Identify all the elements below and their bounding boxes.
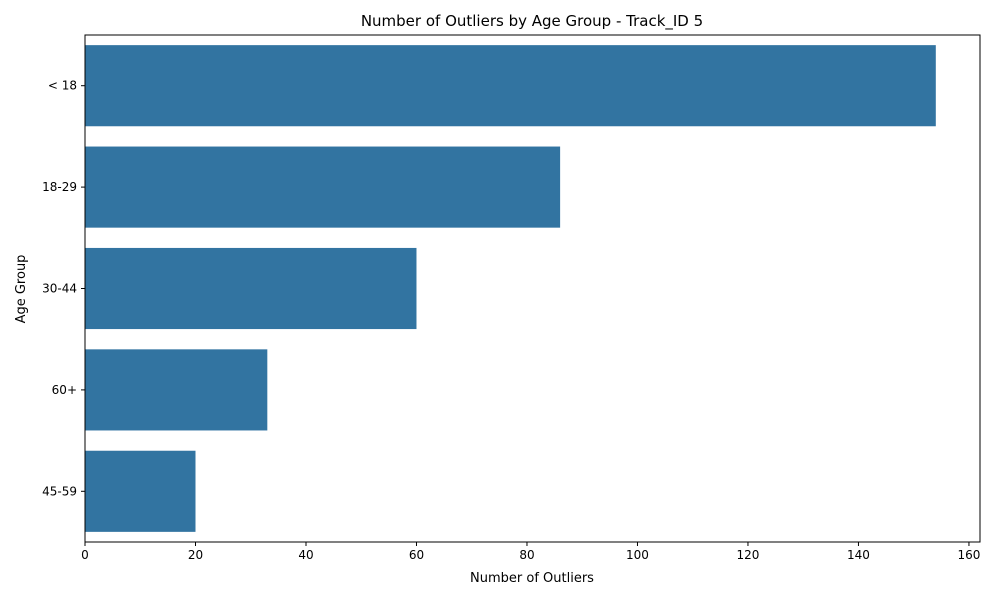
bar-18-29 — [85, 146, 561, 228]
bars-layer — [85, 45, 936, 532]
x-tick-label: 60 — [409, 548, 424, 562]
y-tick-label: 30-44 — [42, 282, 77, 296]
bar-45-59 — [85, 450, 196, 532]
chart-title: Number of Outliers by Age Group - Track_… — [361, 12, 703, 31]
y-tick-label: 60+ — [52, 383, 77, 397]
x-tick-label: 100 — [626, 548, 649, 562]
y-tick-label: 18-29 — [42, 180, 77, 194]
bar-60 — [85, 349, 268, 431]
plot-frame — [84, 34, 981, 543]
x-axis-label: Number of Outliers — [470, 571, 594, 586]
bar-18 — [85, 45, 936, 127]
x-tick-label: 140 — [847, 548, 870, 562]
bar-30-44 — [85, 247, 417, 330]
x-tick-label: 160 — [957, 548, 980, 562]
y-tick-label: < 18 — [48, 79, 77, 93]
axes-layer: < 18 18-29 30-44 60+ 45-59 0 20 40 60 80 100 120 140… — [42, 34, 981, 562]
x-tick-label: 20 — [188, 548, 203, 562]
x-tick-label: 40 — [298, 548, 313, 562]
x-tick-label: 120 — [737, 548, 760, 562]
x-tick-label: 0 — [81, 548, 89, 562]
y-tick-label: 45-59 — [42, 484, 77, 498]
y-axis-label: Age Group — [14, 255, 29, 324]
x-tick-label: 80 — [519, 548, 534, 562]
